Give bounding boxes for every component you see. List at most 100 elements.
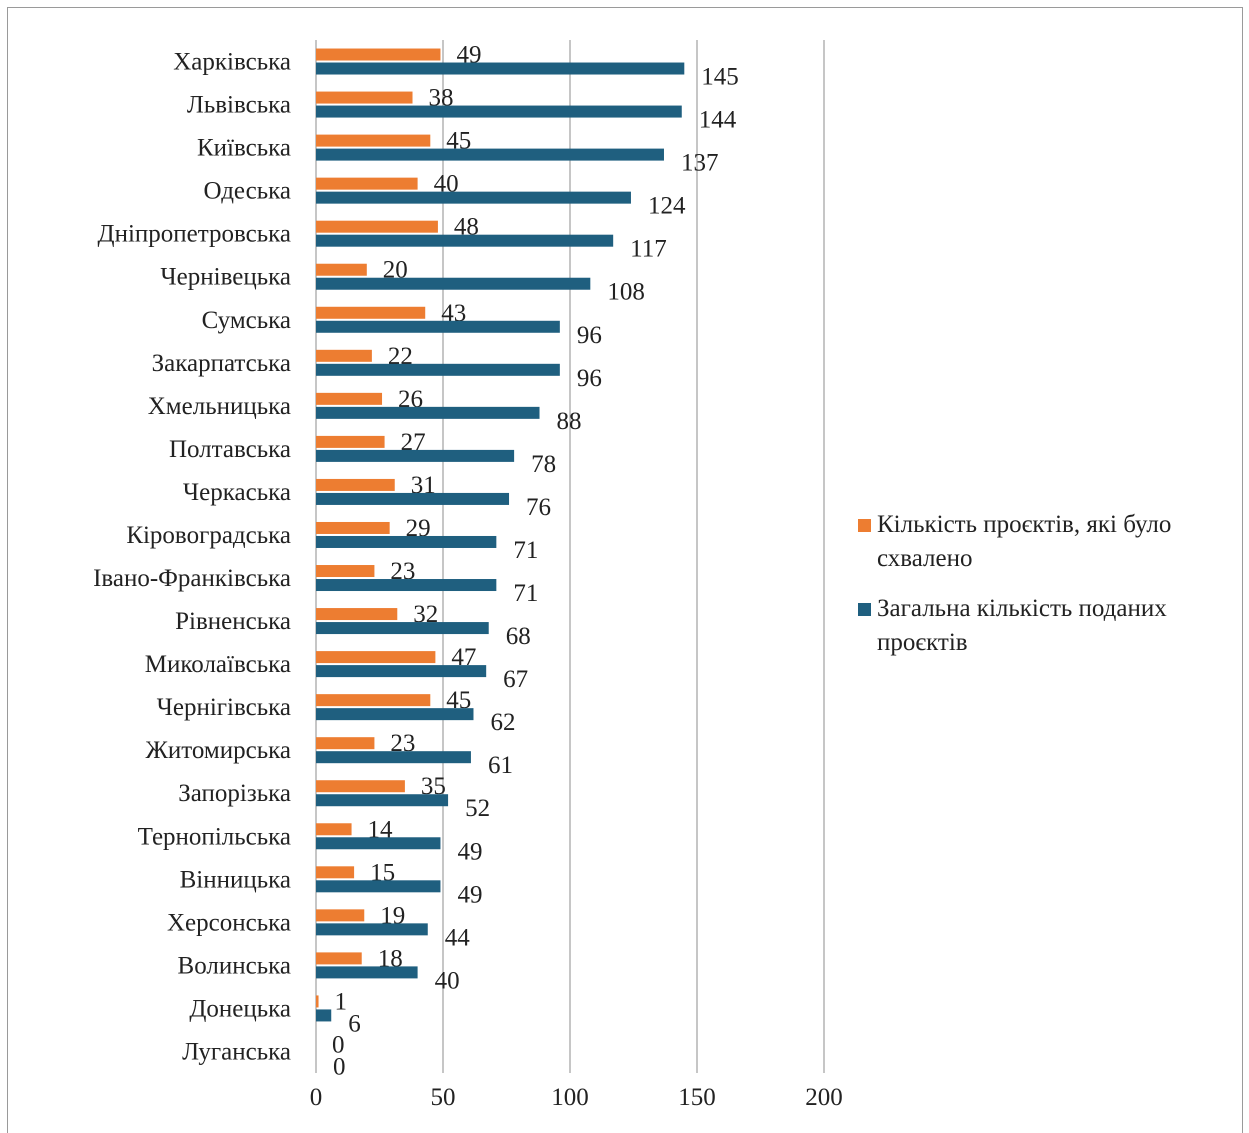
bar-approved — [316, 866, 355, 879]
data-label-submitted: 40 — [435, 967, 460, 994]
bar-submitted — [316, 880, 441, 893]
data-label-submitted: 44 — [445, 924, 471, 951]
bar-submitted — [316, 966, 418, 979]
bar-approved — [316, 177, 418, 190]
bar-submitted — [316, 794, 449, 807]
data-label-submitted: 6 — [348, 1010, 361, 1037]
data-label-submitted: 71 — [513, 537, 538, 564]
bar-submitted — [316, 837, 441, 850]
bar-submitted — [316, 665, 487, 678]
bar-approved — [316, 565, 375, 578]
bar-approved — [316, 909, 365, 922]
category-label: Івано-Франківська — [93, 565, 291, 592]
category-label: Закарпатська — [152, 350, 291, 377]
bar-submitted — [316, 363, 560, 376]
data-label-submitted: 0 — [333, 1053, 346, 1080]
bar-submitted — [316, 751, 471, 764]
category-label: Київська — [197, 135, 291, 162]
data-label-submitted: 145 — [701, 64, 739, 91]
bar-submitted — [316, 535, 497, 548]
category-label: Донецька — [189, 995, 291, 1022]
category-label: Херсонська — [167, 909, 291, 936]
data-label-approved: 1 — [335, 988, 348, 1015]
data-label-submitted: 88 — [557, 408, 582, 435]
data-label-submitted: 52 — [465, 795, 490, 822]
legend-label-approved: Кількість проєктів, які було схвалено — [877, 511, 1172, 572]
category-label: Дніпропетровська — [98, 221, 291, 248]
category-label: Луганська — [182, 1038, 291, 1065]
bar-submitted — [316, 622, 489, 635]
bar-approved — [316, 91, 413, 104]
category-label: Сумська — [202, 307, 291, 334]
bar-approved — [316, 48, 441, 61]
data-label-submitted: 71 — [513, 580, 538, 607]
bar-approved — [316, 435, 385, 448]
bar-submitted — [316, 492, 510, 505]
legend-item-submitted: Загальна кількість поданих проєктів — [858, 592, 1238, 660]
category-label: Чернігівська — [157, 694, 291, 721]
x-tick-label: 200 — [805, 1084, 843, 1111]
category-label: Запорізька — [178, 780, 291, 807]
legend-label-submitted: Загальна кількість поданих проєктів — [877, 595, 1167, 656]
category-label: Кіровоградська — [126, 522, 291, 549]
category-label: Рівненська — [175, 608, 291, 635]
category-label: Харківська — [173, 49, 291, 76]
category-label: Хмельницька — [148, 393, 291, 420]
bar-approved — [316, 651, 436, 664]
x-tick-label: 100 — [551, 1084, 589, 1111]
bar-submitted — [316, 191, 631, 204]
bar-submitted — [316, 148, 664, 161]
bar-submitted — [316, 62, 685, 75]
data-label-submitted: 144 — [699, 107, 737, 134]
bar-approved — [316, 694, 431, 707]
category-label: Львівська — [187, 92, 291, 119]
bar-approved — [316, 521, 390, 534]
data-label-submitted: 137 — [681, 150, 719, 177]
data-label-approved: 0 — [332, 1031, 345, 1058]
bar-approved — [316, 349, 372, 362]
bar-approved — [316, 823, 352, 836]
bar-submitted — [316, 277, 591, 290]
legend-swatch-approved — [858, 519, 871, 532]
bar-approved — [316, 478, 395, 491]
data-label-submitted: 67 — [503, 666, 528, 693]
bar-approved — [316, 995, 319, 1008]
bar-submitted — [316, 1009, 332, 1022]
data-label-submitted: 76 — [526, 494, 551, 521]
legend-swatch-submitted — [858, 603, 871, 616]
bar-approved — [316, 306, 426, 319]
category-label: Миколаївська — [145, 651, 291, 678]
bar-approved — [316, 780, 405, 793]
x-tick-label: 0 — [310, 1084, 323, 1111]
bar-submitted — [316, 105, 682, 118]
data-label-submitted: 61 — [488, 752, 513, 779]
category-label: Вінницька — [180, 866, 291, 893]
data-label-submitted: 96 — [577, 322, 602, 349]
data-label-submitted: 68 — [506, 623, 531, 650]
bar-submitted — [316, 234, 614, 247]
data-label-submitted: 62 — [490, 709, 515, 736]
data-label-submitted: 108 — [607, 279, 645, 306]
category-label: Чернівецька — [160, 264, 291, 291]
bar-submitted — [316, 406, 540, 419]
data-label-submitted: 49 — [457, 881, 482, 908]
legend: Кількість проєктів, які було схвалено За… — [858, 508, 1238, 676]
category-label: Черкаська — [183, 479, 291, 506]
bar-approved — [316, 263, 367, 276]
data-label-submitted: 96 — [577, 365, 602, 392]
x-tick-label: 50 — [431, 1084, 456, 1111]
x-tick-label: 150 — [678, 1084, 716, 1111]
bar-approved — [316, 952, 362, 965]
data-label-submitted: 78 — [531, 451, 556, 478]
category-label: Тернопільська — [138, 823, 291, 850]
bar-submitted — [316, 923, 428, 936]
bar-approved — [316, 220, 438, 233]
data-label-submitted: 49 — [457, 838, 482, 865]
bar-submitted — [316, 320, 560, 333]
data-label-submitted: 117 — [630, 236, 667, 263]
bar-approved — [316, 134, 431, 147]
legend-item-approved: Кількість проєктів, які було схвалено — [858, 508, 1238, 576]
category-label: Волинська — [178, 952, 291, 979]
category-label: Полтавська — [169, 436, 291, 463]
